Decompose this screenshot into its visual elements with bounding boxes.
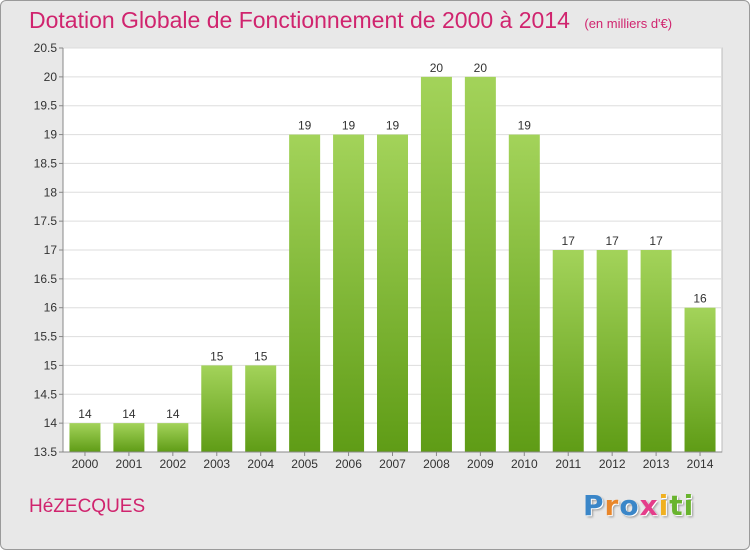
logo-letter: i bbox=[658, 489, 670, 522]
data-label: 19 bbox=[298, 119, 312, 133]
y-tick-label: 15.5 bbox=[34, 330, 58, 344]
data-label: 19 bbox=[386, 119, 400, 133]
y-tick-label: 17 bbox=[44, 243, 58, 257]
y-tick-label: 15 bbox=[44, 358, 58, 372]
bar bbox=[69, 423, 101, 452]
data-label: 17 bbox=[605, 234, 619, 248]
y-tick-label: 19 bbox=[44, 128, 58, 142]
x-tick-label: 2008 bbox=[423, 457, 450, 471]
y-tick-label: 14 bbox=[44, 416, 58, 430]
x-tick-label: 2005 bbox=[291, 457, 318, 471]
x-tick-label: 2002 bbox=[159, 457, 186, 471]
x-tick-label: 2000 bbox=[72, 457, 99, 471]
bar bbox=[684, 307, 716, 452]
bar bbox=[596, 250, 628, 452]
y-tick-label: 20.5 bbox=[34, 41, 58, 55]
x-tick-label: 2012 bbox=[599, 457, 626, 471]
bar bbox=[333, 134, 365, 453]
bar bbox=[420, 76, 452, 452]
data-label: 17 bbox=[562, 234, 576, 248]
y-tick-label: 18.5 bbox=[34, 156, 58, 170]
title-row: Dotation Globale de Fonctionnement de 20… bbox=[29, 7, 672, 34]
x-tick-label: 2011 bbox=[555, 457, 581, 471]
x-tick-label: 2007 bbox=[379, 457, 406, 471]
y-tick-label: 14.5 bbox=[34, 387, 58, 401]
x-tick-label: 2010 bbox=[511, 457, 538, 471]
logo-letter: ti bbox=[669, 489, 695, 522]
x-tick-label: 2014 bbox=[687, 457, 714, 471]
y-tick-label: 18 bbox=[44, 185, 58, 199]
bar bbox=[289, 134, 321, 453]
bar bbox=[640, 250, 672, 452]
data-label: 16 bbox=[693, 292, 707, 306]
x-tick-label: 2013 bbox=[643, 457, 670, 471]
y-tick-label: 13.5 bbox=[34, 445, 58, 459]
data-label: 19 bbox=[342, 119, 356, 133]
y-tick-label: 17.5 bbox=[34, 214, 58, 228]
commune-name: HéZECQUES bbox=[29, 496, 146, 517]
y-tick-label: 20 bbox=[44, 70, 58, 84]
logo-letter: P bbox=[583, 489, 605, 522]
bar bbox=[113, 423, 145, 452]
data-label: 20 bbox=[474, 61, 488, 75]
bar bbox=[464, 76, 496, 452]
data-label: 15 bbox=[210, 349, 224, 363]
x-tick-label: 2003 bbox=[203, 457, 230, 471]
bar bbox=[201, 365, 233, 452]
bar bbox=[552, 250, 584, 452]
data-label: 20 bbox=[430, 61, 444, 75]
data-label: 14 bbox=[166, 407, 180, 421]
data-label: 14 bbox=[122, 407, 136, 421]
logo-letter: o bbox=[619, 489, 640, 522]
chart-subtitle: (en milliers d'€) bbox=[584, 16, 673, 31]
bar bbox=[377, 134, 408, 453]
x-tick-label: 2004 bbox=[247, 457, 274, 471]
logo-letter: r bbox=[604, 489, 620, 522]
x-tick-label: 2001 bbox=[116, 457, 143, 471]
y-tick-label: 16.5 bbox=[34, 272, 58, 286]
plot-area: 13.5 14 14.5 15 15.5 16 16.5 17 17.5 18 18.5 19 19.5… bbox=[34, 41, 723, 471]
bar bbox=[157, 423, 189, 452]
data-label: 15 bbox=[254, 349, 268, 363]
data-label: 19 bbox=[518, 119, 532, 133]
data-label: 17 bbox=[649, 234, 663, 248]
y-tick-label: 16 bbox=[44, 301, 58, 315]
logo-letter: x bbox=[639, 489, 659, 522]
data-label: 14 bbox=[78, 407, 92, 421]
x-tick-label: 2009 bbox=[467, 457, 494, 471]
chart-title: Dotation Globale de Fonctionnement de 20… bbox=[29, 7, 570, 33]
proxiti-logo: Proxiti bbox=[583, 489, 694, 522]
bar bbox=[245, 365, 277, 452]
bar bbox=[508, 134, 540, 453]
y-tick-label: 19.5 bbox=[34, 99, 58, 113]
x-tick-label: 2006 bbox=[335, 457, 362, 471]
